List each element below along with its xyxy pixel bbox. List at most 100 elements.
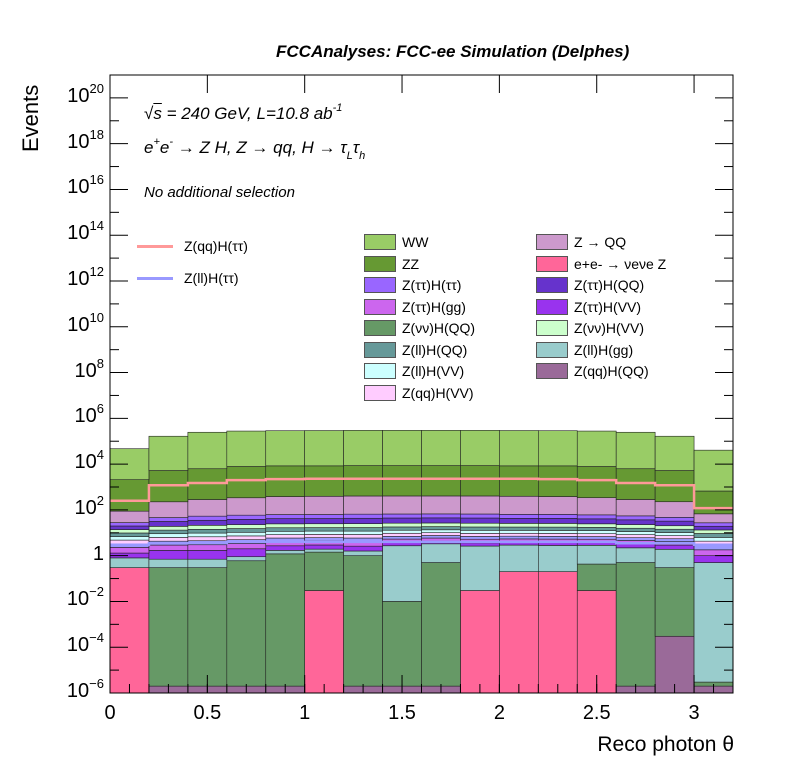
bar-10-9 bbox=[460, 522, 500, 528]
legend-swatch bbox=[536, 320, 568, 336]
legend-label: Z(νν)H(VV) bbox=[574, 320, 644, 336]
bar-3-5 bbox=[304, 548, 344, 553]
bar-15-8 bbox=[421, 430, 461, 466]
y-tick-label: 10−4 bbox=[66, 630, 104, 657]
bar-2-12 bbox=[576, 563, 617, 591]
bar-8-8 bbox=[421, 529, 461, 533]
bar-3-8 bbox=[421, 543, 461, 563]
bar-5-3 bbox=[226, 543, 267, 550]
bar-12-3 bbox=[226, 514, 267, 520]
process-part: h bbox=[359, 150, 366, 162]
legend-swatch bbox=[137, 245, 173, 248]
chart-title: FCCAnalyses: FCC-ee Simulation (Delphes) bbox=[276, 42, 630, 61]
legend-label: Z(qq)H(ττ) bbox=[184, 238, 248, 254]
bar-15-13 bbox=[615, 431, 656, 470]
bar-13-15 bbox=[693, 513, 734, 524]
bar-12-8 bbox=[421, 513, 461, 519]
y-tick-label: 1012 bbox=[67, 264, 104, 290]
x-tick-label: 2.5 bbox=[582, 702, 611, 724]
bar-13-3 bbox=[226, 497, 267, 516]
bar-12-4 bbox=[265, 514, 305, 519]
bar-13-6 bbox=[343, 495, 383, 515]
bar-12-5 bbox=[304, 514, 344, 519]
bar-8-10 bbox=[499, 530, 539, 534]
bar-4-4 bbox=[265, 545, 305, 551]
bar-4-3 bbox=[226, 548, 267, 558]
bar-2-4 bbox=[265, 553, 305, 687]
bar-9-8 bbox=[421, 526, 461, 531]
y-tick-label: 102 bbox=[74, 492, 104, 519]
bar-13-10 bbox=[499, 495, 539, 515]
bar-0-11 bbox=[538, 571, 578, 694]
bar-5-0 bbox=[109, 547, 150, 554]
bar-12-1 bbox=[148, 517, 189, 522]
bar-10-2 bbox=[187, 525, 228, 530]
bar-11-3 bbox=[226, 519, 267, 525]
legend-swatch bbox=[364, 363, 396, 379]
legend-label: Z → QQ bbox=[574, 234, 627, 250]
bar-14-0 bbox=[109, 479, 150, 512]
bar-7-0 bbox=[109, 539, 150, 545]
y-tick-label: 106 bbox=[74, 401, 104, 428]
bar-12-15 bbox=[693, 522, 734, 527]
bar-4-15 bbox=[693, 555, 734, 563]
energy-s: s bbox=[153, 104, 162, 123]
x-tick-label: 2 bbox=[493, 702, 505, 724]
legend-label: Z(qq)H(QQ) bbox=[574, 363, 649, 379]
bar-7-9 bbox=[460, 533, 500, 537]
bar-3-0 bbox=[109, 557, 150, 568]
bar-10-1 bbox=[148, 526, 189, 531]
y-tick-label: 1018 bbox=[67, 126, 104, 153]
bar-3-12 bbox=[576, 545, 617, 565]
bar-4-5 bbox=[304, 544, 344, 550]
bar-0-5 bbox=[304, 590, 344, 694]
bar-12-6 bbox=[343, 513, 383, 519]
bar-4-6 bbox=[343, 545, 383, 552]
process-part: τ bbox=[352, 138, 360, 157]
bar-3-7 bbox=[382, 545, 422, 602]
bar-4-14 bbox=[654, 544, 695, 550]
bar-0-0 bbox=[109, 567, 150, 694]
bar-15-15 bbox=[693, 449, 734, 492]
bar-13-0 bbox=[109, 510, 150, 523]
bar-13-11 bbox=[538, 496, 578, 515]
bar-11-12 bbox=[576, 518, 617, 525]
bar-11-10 bbox=[499, 518, 539, 524]
x-tick-label: 1.5 bbox=[388, 702, 416, 724]
bar-4-13 bbox=[615, 543, 656, 549]
bar-13-8 bbox=[421, 495, 461, 515]
legend-swatch bbox=[536, 298, 568, 315]
legend-swatch bbox=[364, 320, 396, 336]
bar-11-11 bbox=[538, 518, 578, 524]
bar-14-4 bbox=[265, 465, 305, 497]
y-tick-label: 1020 bbox=[67, 80, 104, 107]
bar-3-11 bbox=[538, 545, 578, 572]
legend-swatch bbox=[536, 277, 568, 293]
bar-9-0 bbox=[109, 532, 150, 537]
bar-15-12 bbox=[576, 430, 617, 467]
legend-label: Z(ll)H(gg) bbox=[574, 341, 634, 358]
bar-11-6 bbox=[343, 517, 383, 524]
bar-7-2 bbox=[187, 536, 228, 542]
bar-7-11 bbox=[538, 533, 578, 537]
bar-8-15 bbox=[693, 537, 734, 542]
y-tick-label: 1016 bbox=[67, 172, 104, 199]
process-annotation: e+e- → Z H, Z → qq, H → τLτh bbox=[144, 136, 365, 162]
bar-11-9 bbox=[460, 517, 500, 524]
bar-7-8 bbox=[421, 532, 461, 536]
bar-14-6 bbox=[343, 465, 383, 497]
bar-6-10 bbox=[499, 535, 539, 540]
x-axis-label: Reco photon θ bbox=[597, 733, 734, 756]
bar-2-1 bbox=[148, 567, 189, 687]
x-tick-label: 0.5 bbox=[193, 702, 222, 724]
process-part: e bbox=[159, 138, 170, 157]
axis-ticks bbox=[109, 75, 733, 694]
x-tick-label: 0 bbox=[104, 702, 116, 724]
bar-15-5 bbox=[304, 430, 344, 467]
legend-label: Z(ττ)H(VV) bbox=[574, 298, 642, 315]
bar-13-1 bbox=[148, 501, 189, 518]
bar-3-13 bbox=[615, 547, 656, 563]
bar-9-2 bbox=[187, 528, 228, 534]
bar-11-7 bbox=[382, 517, 422, 524]
